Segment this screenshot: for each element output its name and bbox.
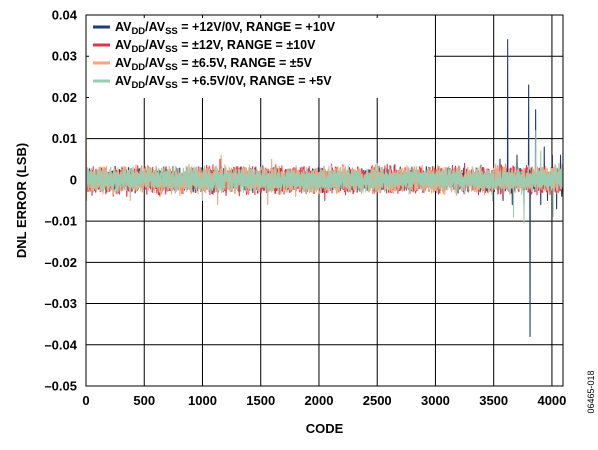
x-axis-title: CODE — [306, 421, 344, 436]
y-tick-label: –0.03 — [44, 296, 77, 311]
x-tick-label: 3000 — [421, 393, 450, 408]
x-tick-label: 2000 — [305, 393, 334, 408]
y-tick-label: 0 — [70, 172, 77, 187]
series-line-4 — [85, 129, 564, 224]
y-tick-label: –0.04 — [44, 337, 77, 352]
y-tick-label: 0.03 — [52, 49, 77, 64]
y-tick-label: –0.05 — [44, 379, 77, 394]
y-tick-label: –0.02 — [44, 255, 77, 270]
x-tick-label: 2500 — [363, 393, 392, 408]
x-tick-label: 3500 — [479, 393, 508, 408]
plot-frame — [85, 14, 564, 387]
legend-background — [89, 18, 434, 98]
x-tick-label: 1500 — [246, 393, 275, 408]
x-tick-label: 1000 — [188, 393, 217, 408]
x-tick-label: 4000 — [537, 393, 566, 408]
tick-labels: 0.04 0.03 0.02 0.01 0 –0.01 –0.02 –0.03 –0.04 –0.… — [44, 8, 566, 409]
x-tick-label: 0 — [82, 393, 89, 408]
figure-id: 06465-018 — [586, 370, 596, 413]
legend-entry-2: AVDD/AVSS = ±12V, RANGE = ±10V — [115, 38, 316, 55]
y-tick-label: –0.01 — [44, 214, 77, 229]
y-axis-title: DNL ERROR (LSB) — [14, 143, 29, 258]
legend: AVDD/AVSS = +12V/0V, RANGE = +10VAVDD/AV… — [89, 18, 434, 98]
legend-entry-4: AVDD/AVSS = +6.5V/0V, RANGE = +5V — [115, 74, 332, 91]
y-tick-label: 0.04 — [52, 8, 78, 23]
y-tick-label: 0.02 — [52, 90, 77, 105]
x-tick-label: 500 — [133, 393, 155, 408]
legend-entry-1: AVDD/AVSS = +12V/0V, RANGE = +10V — [115, 20, 336, 37]
series-traces — [85, 39, 564, 338]
legend-entry-3: AVDD/AVSS = ±6.5V, RANGE = ±5V — [115, 56, 313, 73]
y-tick-label: 0.01 — [52, 131, 77, 146]
